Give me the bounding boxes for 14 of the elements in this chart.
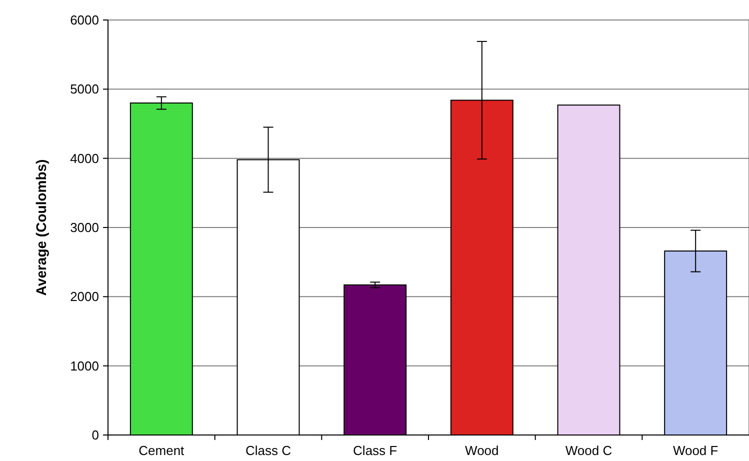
y-tick-label: 2000 — [70, 289, 99, 304]
x-tick-label: Cement — [138, 443, 185, 458]
x-tick-label: Class F — [353, 443, 398, 458]
x-tick-label: Wood C — [565, 443, 612, 458]
x-tick-label: Class C — [245, 443, 292, 458]
x-tick-label: Wood — [465, 443, 499, 458]
y-tick-label: 4000 — [70, 150, 99, 166]
y-tick-label: 0 — [92, 428, 99, 443]
y-tick-label: 6000 — [70, 12, 99, 28]
x-tick-label: Wood F — [672, 443, 718, 458]
y-tick-label: 1000 — [70, 358, 99, 374]
y-tick-label: 3000 — [70, 220, 99, 236]
y-axis-title: Average (Coulombs) — [33, 159, 49, 296]
y-tick-label: 5000 — [70, 82, 99, 97]
